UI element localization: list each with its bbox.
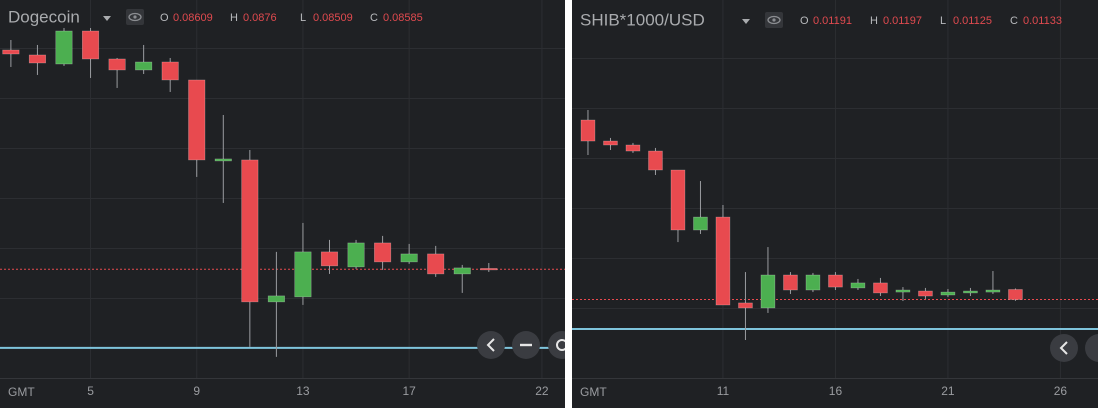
candle-body (347, 242, 365, 268)
candle-body (940, 291, 956, 296)
chart-panel: 11 16 21 26 GMT SHIB*1000/USD O 0.01191 H 0.0119… (572, 0, 1098, 408)
x-tick-label: 5 (87, 384, 94, 398)
x-tick-label: 11 (717, 384, 730, 398)
candle-body (783, 274, 798, 291)
x-tick-label: 9 (193, 384, 200, 398)
candle-body (985, 289, 1001, 293)
zoom-out-button[interactable] (512, 331, 540, 359)
candle-body (161, 61, 179, 81)
ohlc-key: C (1010, 15, 1018, 27)
ohlc-value: 0.01197 (883, 15, 922, 27)
ohlc-key: H (230, 12, 238, 24)
chart-panel: 5 9 13 17 22 GMT Dogecoin O 0.08609 H 0.0876 L 0.08… (0, 0, 576, 408)
candle-body (895, 289, 911, 293)
ohlc-key: O (800, 15, 809, 27)
candle-body (28, 54, 46, 64)
reset-button[interactable] (548, 331, 576, 359)
candle-body (648, 150, 663, 171)
ohlc-value: 0.01133 (1023, 15, 1062, 27)
candle-body (480, 268, 498, 271)
x-tick-label: 26 (1054, 384, 1068, 398)
chart-title: SHIB*1000/USD (580, 10, 705, 29)
ohlc-value: 0.08609 (173, 12, 213, 24)
candle-body (760, 274, 776, 309)
candle-body (918, 290, 933, 297)
chart-title: Dogecoin (8, 7, 80, 26)
candle-body (693, 216, 708, 231)
zoom-out-button[interactable] (1085, 334, 1098, 362)
ohlc-value: 0.0876 (243, 12, 277, 24)
ohlc-value: 0.01125 (953, 15, 992, 27)
panel-gap (565, 0, 572, 408)
x-axis-label: GMT (580, 385, 607, 399)
candle-body (374, 242, 392, 263)
candle-body (715, 216, 731, 306)
ohlc-value: 0.08585 (383, 12, 423, 24)
candle-body (55, 30, 73, 65)
ohlc-key: H (870, 15, 878, 27)
dropdown-caret[interactable] (103, 16, 111, 21)
x-tick-label: 16 (829, 384, 843, 398)
candle-body (805, 274, 821, 291)
ohlc-key: O (160, 12, 169, 24)
ohlc-value: 0.08509 (313, 12, 353, 24)
candle-body (188, 79, 206, 161)
x-tick-label: 21 (941, 384, 955, 398)
candle-body (670, 169, 686, 231)
candle-body (135, 61, 153, 71)
ohlc-key: L (940, 15, 946, 27)
x-axis-label: GMT (8, 385, 35, 399)
x-axis-strip (572, 378, 1098, 408)
candle-body (241, 159, 259, 303)
nav-back-button[interactable] (477, 331, 505, 359)
candle-body (294, 251, 312, 298)
candle-body (2, 49, 20, 55)
visibility-toggle[interactable] (765, 12, 783, 28)
visibility-toggle[interactable] (126, 9, 144, 25)
candle-body (108, 58, 126, 71)
x-tick-label: 22 (535, 384, 549, 398)
candle-body (603, 140, 618, 146)
candle-body (400, 253, 418, 263)
candle-body (320, 251, 339, 267)
x-tick-label: 17 (402, 384, 416, 398)
dropdown-caret[interactable] (742, 19, 750, 24)
ohlc-value: 0.01191 (813, 15, 852, 27)
candle-body (453, 267, 471, 275)
x-axis-strip (0, 378, 565, 408)
candle-body (427, 253, 445, 275)
ohlc-key: C (370, 12, 378, 24)
candle-body (828, 274, 843, 288)
candle-body (1008, 289, 1023, 300)
candle-body (873, 282, 888, 294)
candle-body (738, 302, 753, 309)
candle-body (963, 290, 978, 294)
candle-body (625, 144, 641, 152)
candle-body (850, 282, 866, 289)
candle-body (267, 295, 285, 303)
ohlc-key: L (300, 12, 306, 24)
panel-background (0, 0, 565, 408)
candle-body (82, 30, 100, 60)
candle-body (214, 158, 232, 162)
x-tick-label: 13 (296, 384, 310, 398)
nav-back-button[interactable] (1050, 334, 1078, 362)
candle-body (580, 119, 596, 142)
